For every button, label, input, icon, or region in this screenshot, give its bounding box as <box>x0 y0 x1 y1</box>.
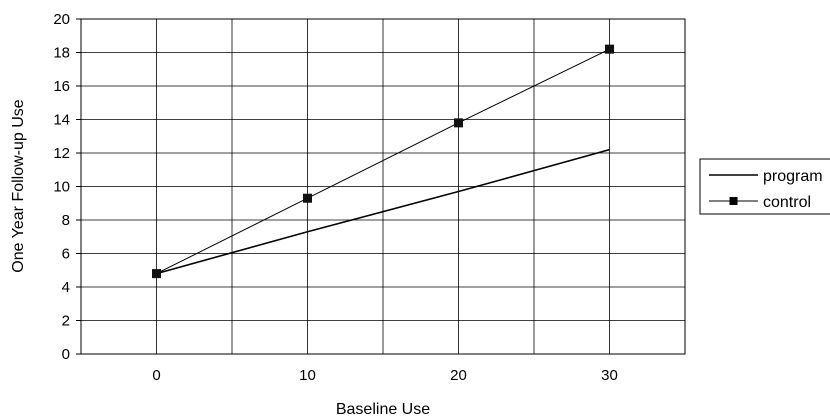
x-axis-title: Baseline Use <box>336 401 430 418</box>
x-tick-label: 30 <box>601 367 618 384</box>
legend-program-label: program <box>763 168 823 185</box>
plot-frame <box>80 18 686 355</box>
legend: program control <box>699 158 830 215</box>
legend-box <box>699 158 830 215</box>
y-tick-label: 12 <box>53 145 70 162</box>
grid <box>81 19 685 354</box>
y-tick-label: 0 <box>62 346 70 363</box>
y-tick-label: 8 <box>62 212 70 229</box>
y-tick-label: 10 <box>53 179 70 196</box>
y-tick-label: 20 <box>53 11 70 28</box>
y-tick-label: 16 <box>53 78 70 95</box>
y-tick-label: 4 <box>62 279 70 296</box>
series-line-program <box>156 148 610 275</box>
y-tick-label: 6 <box>62 246 70 263</box>
data-point-control <box>605 44 614 54</box>
data-point-control <box>152 269 161 279</box>
series-line-control <box>156 48 610 275</box>
legend-control-marker <box>729 197 738 205</box>
y-tick-label: 2 <box>62 313 70 330</box>
x-tick-label: 0 <box>152 367 160 384</box>
y-axis-ticks: 0 2 4 6 8 10 12 14 16 18 20 <box>53 11 81 363</box>
x-tick-label: 20 <box>450 367 467 384</box>
y-axis-title: One Year Follow-up Use <box>10 99 27 273</box>
data-point-control <box>454 118 463 128</box>
x-axis-ticks: 0 10 20 30 <box>152 367 618 384</box>
data-point-control <box>303 193 312 203</box>
legend-control-label: control <box>763 194 811 211</box>
y-tick-label: 14 <box>53 112 70 129</box>
series-layer <box>152 44 614 279</box>
x-tick-label: 10 <box>299 367 316 384</box>
y-tick-label: 18 <box>53 45 70 62</box>
